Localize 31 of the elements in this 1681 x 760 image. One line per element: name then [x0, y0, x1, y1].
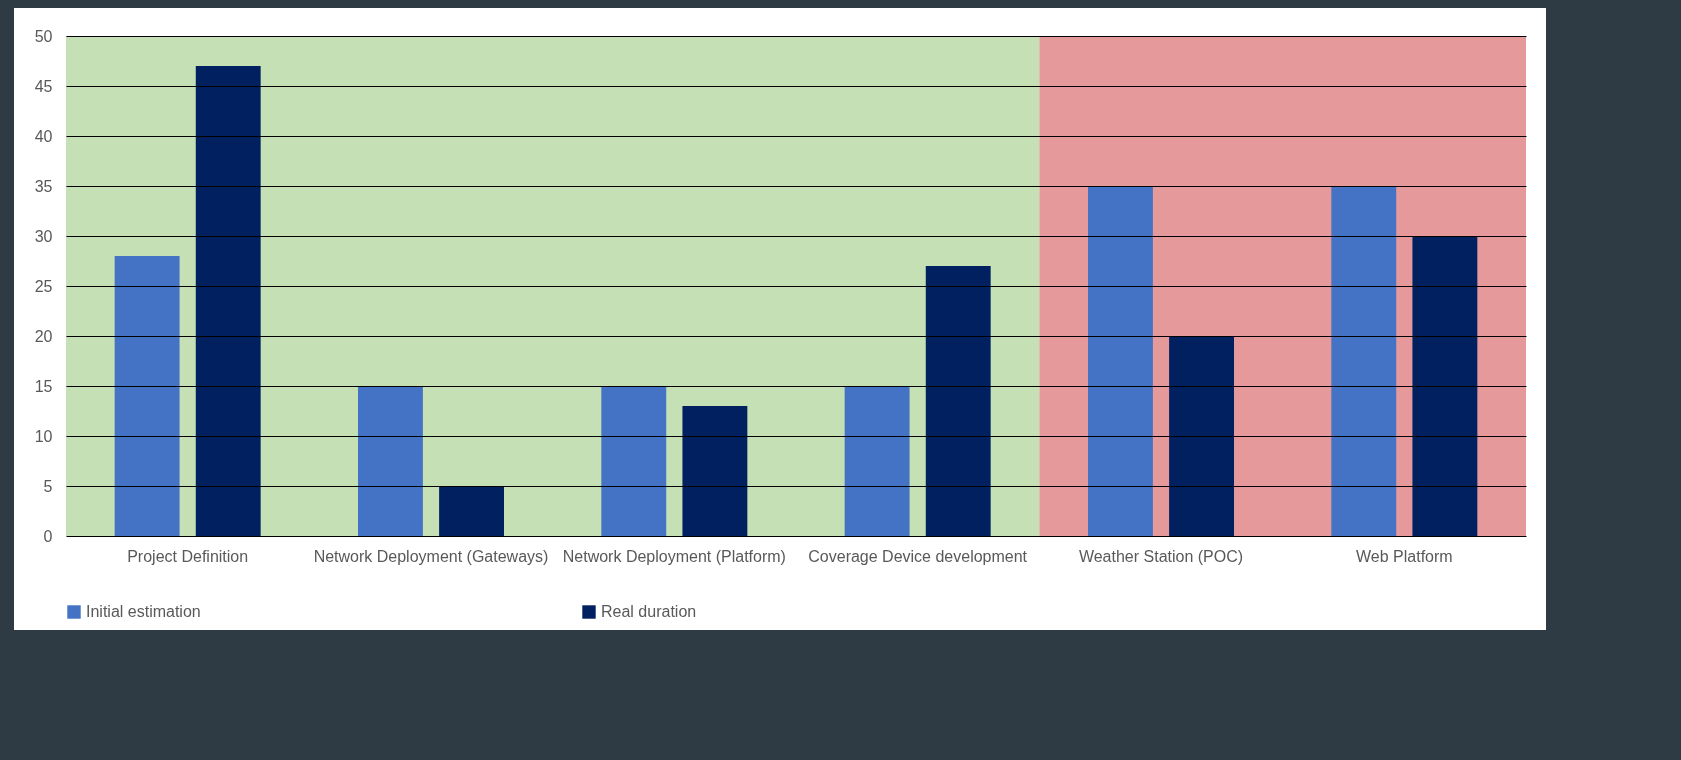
legend-label: Initial estimation: [86, 603, 201, 620]
bar: [358, 386, 423, 536]
y-tick-label: 40: [34, 127, 53, 145]
x-tick-label: Coverage Device development: [808, 547, 1028, 565]
bar: [1331, 186, 1397, 536]
bar: [925, 266, 991, 536]
bar: [1169, 336, 1234, 536]
bar: [114, 256, 180, 536]
bar: [601, 386, 667, 536]
bar: [439, 486, 504, 536]
y-tick-label: 45: [34, 77, 53, 95]
x-tick-label: Network Deployment (Gateways): [313, 547, 549, 565]
x-tick-label: Project Definition: [127, 547, 249, 565]
y-tick-label: 5: [43, 477, 53, 495]
x-tick-label: Web Platform: [1356, 547, 1453, 565]
x-tick-label: Weather Station (POC): [1078, 547, 1244, 565]
y-tick-label: 50: [34, 27, 53, 45]
bar: [682, 406, 748, 536]
bar: [1088, 186, 1153, 536]
y-tick-label: 10: [34, 427, 53, 445]
bar: [844, 386, 910, 536]
y-tick-label: 15: [34, 377, 53, 395]
y-tick-label: 25: [34, 277, 53, 295]
y-tick-label: 0: [43, 527, 53, 545]
bar: [1412, 236, 1478, 536]
x-tick-label: Network Deployment (Platform): [562, 547, 786, 565]
bar: [195, 66, 261, 536]
y-tick-label: 30: [34, 227, 53, 245]
legend-label: Real duration: [601, 603, 697, 620]
y-tick-label: 35: [34, 177, 53, 195]
y-tick-label: 20: [34, 327, 53, 345]
